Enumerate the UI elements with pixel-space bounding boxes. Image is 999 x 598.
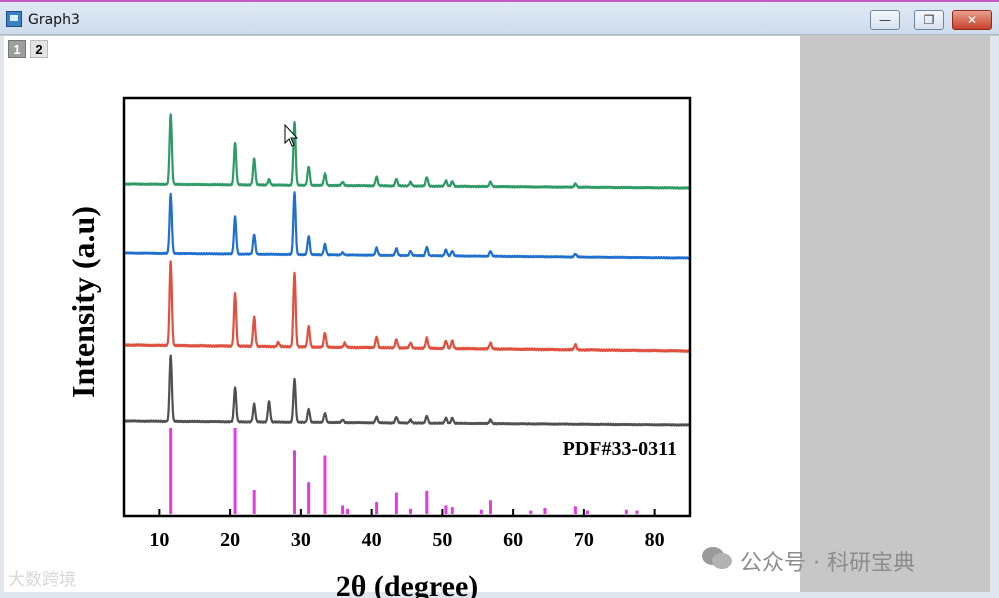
x-tick-label: 70 [574,529,594,551]
window-accent-strip [0,0,999,2]
x-tick-label: 60 [503,529,523,551]
window-title: Graph3 [28,12,80,28]
watermark-right: 公众号 · 科研宝典 [740,551,915,576]
layer-tab-2[interactable]: 2 [30,40,48,58]
window-frame-left [0,36,4,592]
xrd-series-line [123,191,691,260]
restore-button[interactable]: ❐ [914,10,944,30]
x-axis-ticks: 10 20 30 40 50 60 70 80 [149,509,665,551]
xrd-series-line [123,354,691,427]
xrd-series-group [123,113,692,427]
close-button[interactable]: ✕ [952,10,992,30]
y-axis-label: Intensity (a.u) [65,206,101,398]
xrd-series-line [123,113,691,190]
graph-page[interactable] [4,36,800,592]
x-tick-label: 80 [645,529,665,551]
mouse-cursor-icon [284,123,299,147]
graph-window-icon[interactable] [6,11,22,27]
x-tick-label: 10 [149,529,169,551]
watermark-left: 大数跨境 [8,570,76,590]
reference-pattern [169,428,639,514]
x-tick-label: 20 [220,529,240,551]
minimize-button[interactable]: — [870,10,900,30]
xrd-series-line [123,260,692,353]
window-titlebar[interactable]: Graph3 — ❐ ✕ [0,2,999,35]
plot-frame [122,96,692,518]
x-tick-label: 40 [362,529,382,551]
layer-tab-1[interactable]: 1 [8,40,26,58]
window-frame-right [990,36,999,598]
x-tick-label: 30 [291,529,311,551]
x-axis-label: 2θ (degree) [336,570,479,598]
reference-annotation: PDF#33-0311 [563,438,677,460]
window-frame-bottom [0,592,999,598]
wechat-icon [702,547,732,569]
x-tick-label: 50 [432,529,452,551]
workspace-background [800,36,990,592]
